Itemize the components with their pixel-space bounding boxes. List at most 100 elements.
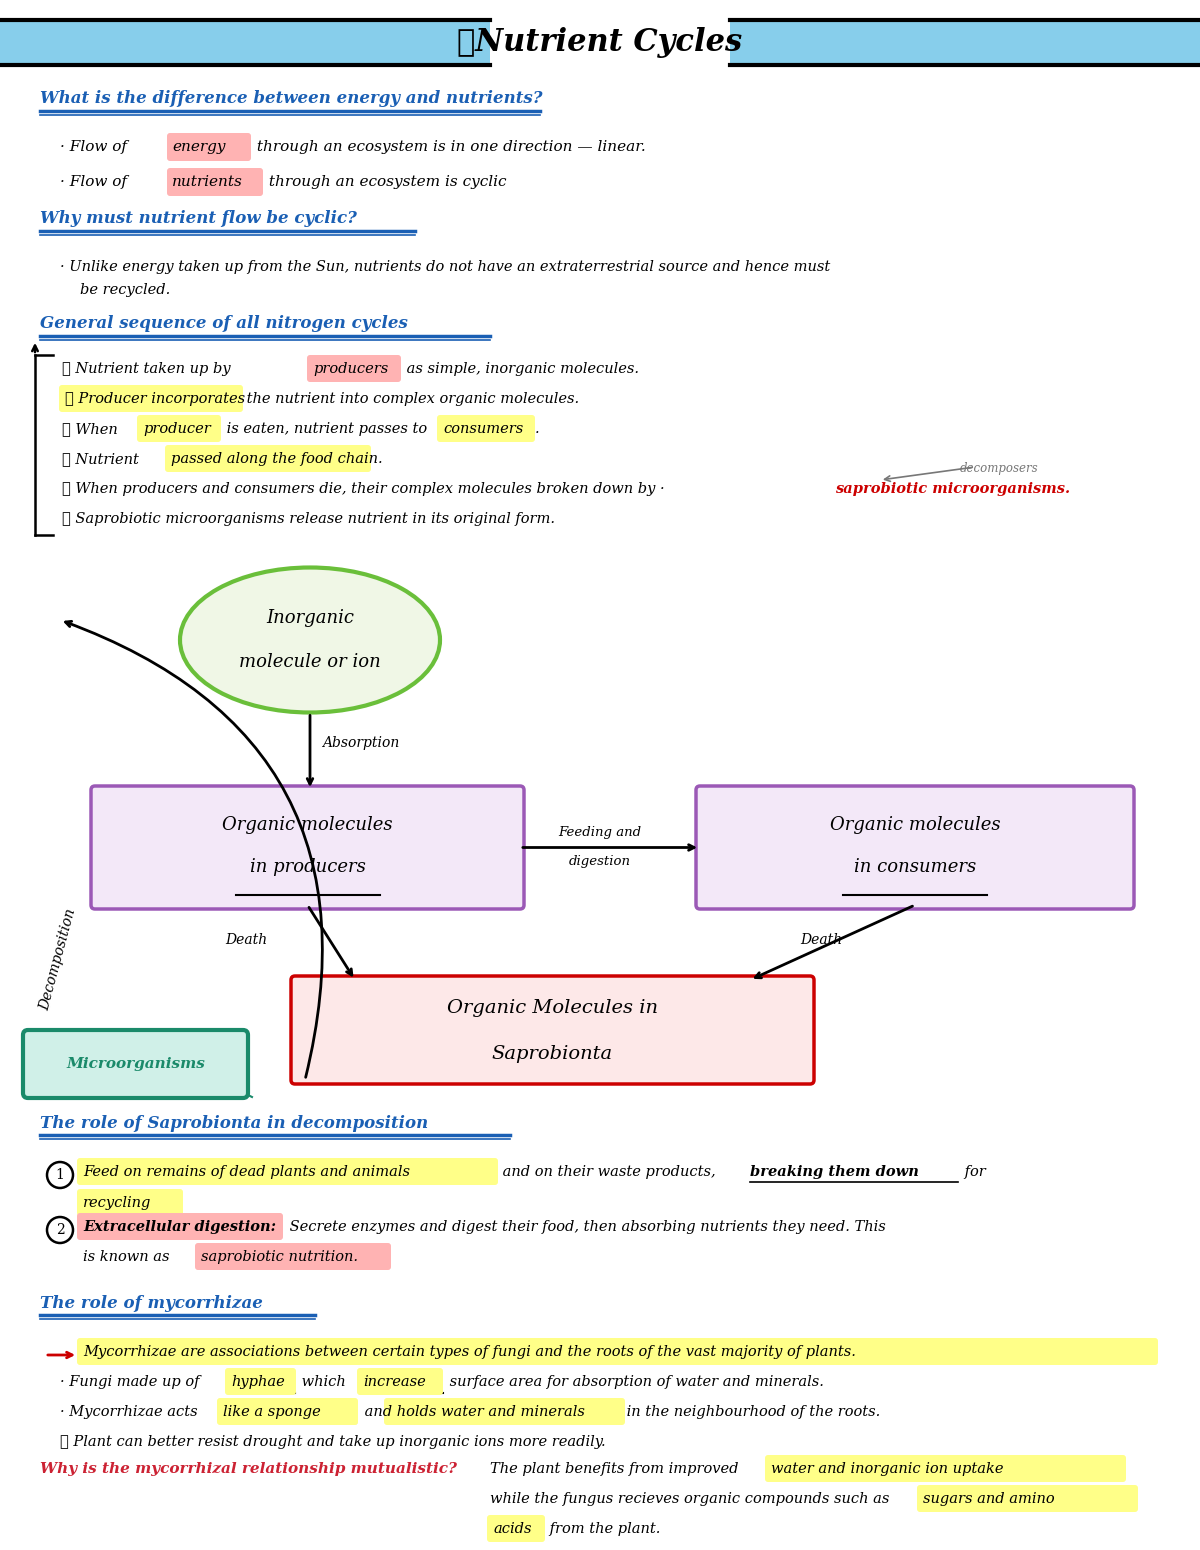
Text: passed along the food chain.: passed along the food chain. <box>172 453 383 467</box>
Text: ① Nutrient taken up by: ① Nutrient taken up by <box>62 363 235 377</box>
Text: Feeding and: Feeding and <box>558 826 642 839</box>
Text: in producers: in producers <box>250 859 366 876</box>
Text: ∴ Plant can better resist drought and take up inorganic ions more readily.: ∴ Plant can better resist drought and ta… <box>60 1435 606 1449</box>
FancyBboxPatch shape <box>91 786 524 908</box>
Text: Organic molecules: Organic molecules <box>222 817 392 834</box>
Text: in consumers: in consumers <box>854 859 976 876</box>
Text: Mycorrhizae are associations between certain types of fungi and the roots of the: Mycorrhizae are associations between cer… <box>83 1345 856 1359</box>
Text: .: . <box>535 422 540 436</box>
Text: acids: acids <box>493 1522 532 1536</box>
Text: is eaten, nutrient passes to: is eaten, nutrient passes to <box>222 422 432 436</box>
FancyBboxPatch shape <box>167 133 251 161</box>
Text: as simple, inorganic molecules.: as simple, inorganic molecules. <box>402 363 640 377</box>
FancyBboxPatch shape <box>696 786 1134 908</box>
Text: saprobiotic nutrition.: saprobiotic nutrition. <box>202 1249 358 1263</box>
Text: through an ecosystem is cyclic: through an ecosystem is cyclic <box>264 175 506 189</box>
Text: Organic molecules: Organic molecules <box>829 817 1001 834</box>
FancyBboxPatch shape <box>77 1158 498 1186</box>
Text: The role of mycorrhizae: The role of mycorrhizae <box>40 1294 263 1311</box>
FancyBboxPatch shape <box>917 1485 1138 1511</box>
FancyBboxPatch shape <box>194 1243 391 1269</box>
Text: · Unlike energy taken up from the Sun, nutrients do not have an extraterrestrial: · Unlike energy taken up from the Sun, n… <box>60 260 830 274</box>
Text: Why is the mycorrhizal relationship mutualistic?: Why is the mycorrhizal relationship mutu… <box>40 1462 457 1476</box>
Bar <box>0 20 490 65</box>
Text: water and inorganic ion uptake: water and inorganic ion uptake <box>772 1462 1003 1476</box>
Text: Absorption: Absorption <box>322 736 400 750</box>
Text: Feed on remains of dead plants and animals: Feed on remains of dead plants and anima… <box>83 1166 410 1180</box>
Text: saprobiotic microorganisms.: saprobiotic microorganisms. <box>835 482 1070 496</box>
Text: through an ecosystem is in one direction — linear.: through an ecosystem is in one direction… <box>252 140 646 153</box>
FancyBboxPatch shape <box>23 1031 248 1097</box>
Text: hyphae: hyphae <box>230 1375 284 1389</box>
Text: General sequence of all nitrogen cycles: General sequence of all nitrogen cycles <box>40 315 408 332</box>
Text: decomposers: decomposers <box>960 462 1039 474</box>
Text: producer: producer <box>143 422 211 436</box>
Ellipse shape <box>180 567 440 713</box>
Text: Secrete enzymes and digest their food, then absorbing nutrients they need. This: Secrete enzymes and digest their food, t… <box>286 1220 886 1234</box>
Text: ③ When: ③ When <box>62 422 122 436</box>
FancyBboxPatch shape <box>167 167 263 195</box>
FancyBboxPatch shape <box>166 445 371 473</box>
Text: · Flow of: · Flow of <box>60 175 132 189</box>
Text: molecule or ion: molecule or ion <box>239 653 380 671</box>
Text: producers: producers <box>313 363 389 377</box>
FancyBboxPatch shape <box>217 1398 358 1424</box>
FancyBboxPatch shape <box>437 415 535 442</box>
Text: surface area for absorption of water and minerals.: surface area for absorption of water and… <box>445 1375 824 1389</box>
FancyBboxPatch shape <box>384 1398 625 1424</box>
Text: ⑤ When producers and consumers die, their complex molecules broken down by ·: ⑤ When producers and consumers die, thei… <box>62 482 670 496</box>
Text: The role of Saprobionta in decomposition: The role of Saprobionta in decomposition <box>40 1114 428 1132</box>
Text: in the neighbourhood of the roots.: in the neighbourhood of the roots. <box>622 1404 881 1418</box>
FancyBboxPatch shape <box>487 1514 545 1542</box>
Text: recycling: recycling <box>83 1197 151 1211</box>
Text: and on their waste products,: and on their waste products, <box>498 1166 720 1180</box>
FancyBboxPatch shape <box>77 1189 182 1217</box>
Text: Organic Molecules in: Organic Molecules in <box>446 1000 658 1017</box>
Text: Saprobionta: Saprobionta <box>492 1045 613 1063</box>
FancyBboxPatch shape <box>226 1369 296 1395</box>
Text: while the fungus recieves organic compounds such as: while the fungus recieves organic compou… <box>490 1493 894 1507</box>
Bar <box>730 20 1200 65</box>
FancyBboxPatch shape <box>766 1455 1126 1482</box>
Text: Inorganic: Inorganic <box>266 609 354 628</box>
Text: like a sponge: like a sponge <box>223 1404 320 1418</box>
Text: · Fungi made up of: · Fungi made up of <box>60 1375 204 1389</box>
FancyBboxPatch shape <box>77 1338 1158 1366</box>
Text: which: which <box>298 1375 350 1389</box>
Text: The plant benefits from improved: The plant benefits from improved <box>490 1462 743 1476</box>
Text: from the plant.: from the plant. <box>545 1522 660 1536</box>
Text: is known as: is known as <box>83 1249 174 1263</box>
FancyBboxPatch shape <box>77 1214 283 1240</box>
Text: Death: Death <box>800 933 842 947</box>
Text: · Flow of: · Flow of <box>60 140 132 153</box>
Text: sugars and amino: sugars and amino <box>923 1493 1055 1507</box>
Text: ⑥ Saprobiotic microorganisms release nutrient in its original form.: ⑥ Saprobiotic microorganisms release nut… <box>62 512 554 525</box>
Text: 1: 1 <box>55 1169 65 1183</box>
Text: consumers: consumers <box>443 422 523 436</box>
Text: breaking them down: breaking them down <box>750 1166 919 1180</box>
Text: Death: Death <box>226 933 268 947</box>
FancyBboxPatch shape <box>307 355 401 381</box>
Text: Why must nutrient flow be cyclic?: Why must nutrient flow be cyclic? <box>40 209 356 226</box>
Text: Microorganisms: Microorganisms <box>66 1057 205 1071</box>
Text: Extracellular digestion:: Extracellular digestion: <box>83 1220 276 1234</box>
Text: · Mycorrhizae acts: · Mycorrhizae acts <box>60 1404 203 1418</box>
Text: 🚲Nutrient Cycles: 🚲Nutrient Cycles <box>457 26 743 57</box>
Text: Decomposition: Decomposition <box>38 908 79 1012</box>
Text: digestion: digestion <box>569 856 631 868</box>
Text: for: for <box>960 1166 985 1180</box>
Text: nutrients: nutrients <box>172 175 242 189</box>
Text: increase: increase <box>364 1375 426 1389</box>
Text: energy: energy <box>172 140 226 153</box>
FancyBboxPatch shape <box>59 384 242 412</box>
Text: be recycled.: be recycled. <box>80 284 170 298</box>
Text: 2: 2 <box>55 1223 65 1237</box>
FancyBboxPatch shape <box>137 415 221 442</box>
Text: and holds water and minerals: and holds water and minerals <box>360 1404 584 1418</box>
FancyBboxPatch shape <box>358 1369 443 1395</box>
Text: What is the difference between energy and nutrients?: What is the difference between energy an… <box>40 90 542 107</box>
Text: ② Producer incorporates: ② Producer incorporates <box>65 392 245 406</box>
Text: the nutrient into complex organic molecules.: the nutrient into complex organic molecu… <box>242 392 580 406</box>
FancyBboxPatch shape <box>292 976 814 1083</box>
Text: ④ Nutrient: ④ Nutrient <box>62 453 144 467</box>
